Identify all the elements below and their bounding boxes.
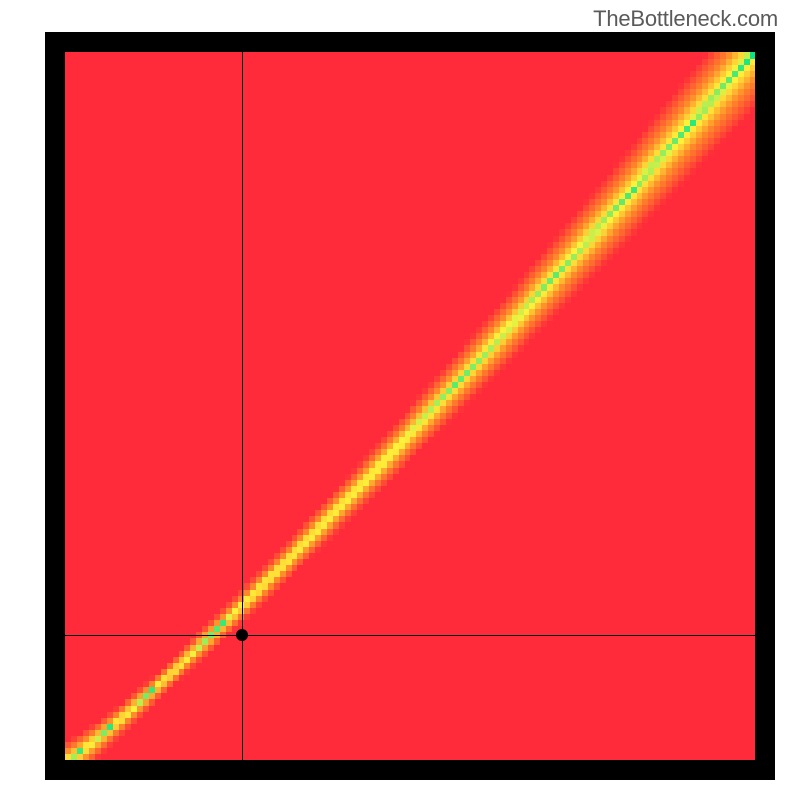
crosshair-horizontal [65, 635, 755, 636]
watermark-text: TheBottleneck.com [593, 6, 778, 32]
plot-border-top [45, 32, 775, 52]
bottleneck-heatmap [65, 52, 755, 760]
crosshair-vertical [242, 52, 243, 760]
root-container: TheBottleneck.com [0, 0, 800, 800]
plot-border-right [755, 32, 775, 780]
plot-border-left [45, 32, 65, 780]
plot-border-bottom [45, 760, 775, 780]
